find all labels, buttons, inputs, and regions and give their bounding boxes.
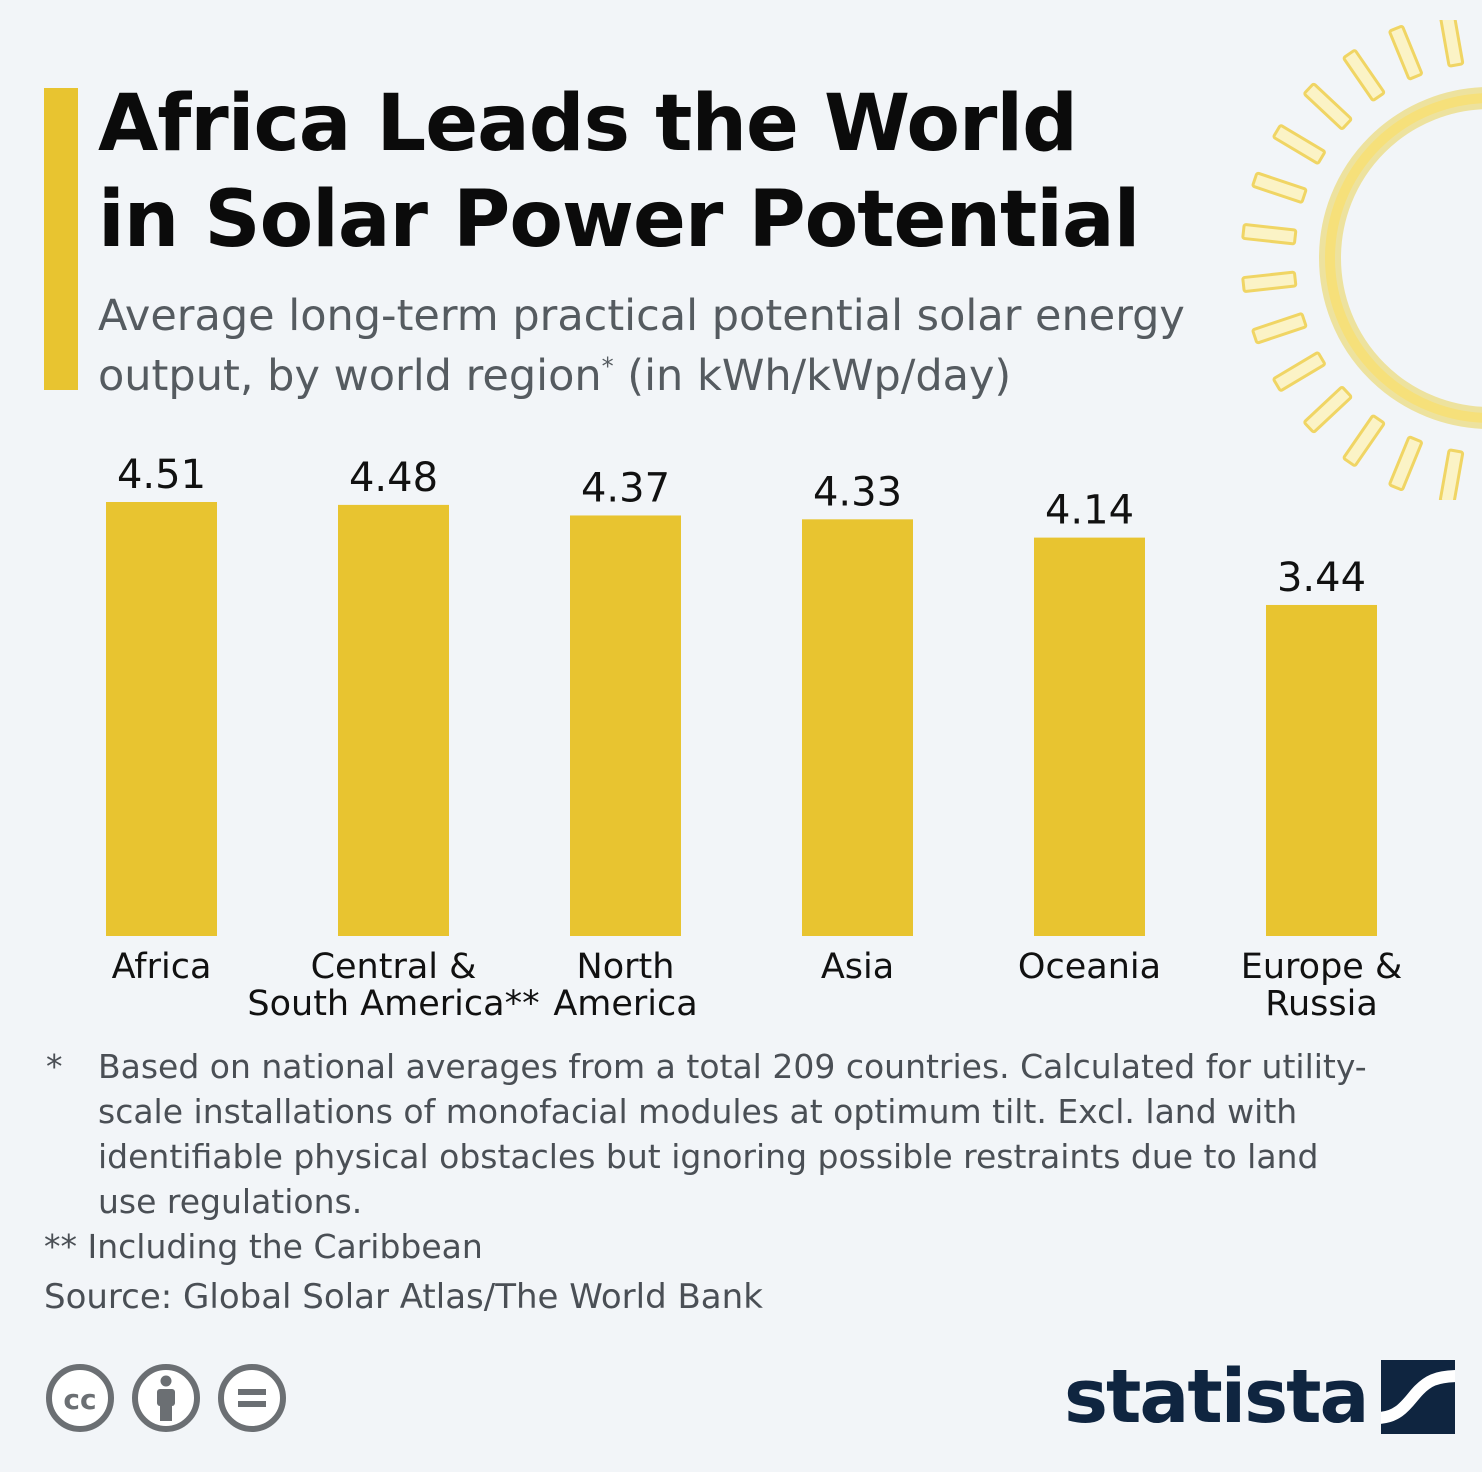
category-label-2-line-0: North	[577, 947, 675, 987]
statista-brand[interactable]: statista	[1064, 1352, 1456, 1442]
bar-1	[338, 504, 449, 936]
footnotes: * Based on national averages from a tota…	[44, 1044, 1424, 1269]
value-label-5: 3.44	[1277, 555, 1366, 601]
bar-4	[1034, 537, 1145, 936]
sun-ray	[1251, 312, 1308, 345]
sun-ray	[1438, 448, 1465, 500]
category-label-1-line-0: Central &	[311, 947, 477, 987]
license-icons: cc	[44, 1362, 288, 1434]
sun-ray	[1303, 82, 1353, 130]
subtitle-text: Average long-term practical potential so…	[98, 291, 1185, 401]
title-line-1: Africa Leads the World	[98, 79, 1078, 169]
footnote-1: * Based on national averages from a tota…	[44, 1044, 1368, 1224]
footnote-1-mark: *	[46, 1047, 63, 1086]
value-label-2: 4.37	[581, 465, 670, 511]
category-label-5-line-1: Russia	[1265, 984, 1378, 1024]
sun-ray	[1272, 351, 1326, 392]
sun-ray	[1251, 171, 1308, 204]
value-label-1: 4.48	[349, 455, 438, 501]
brand-name: statista	[1064, 1354, 1369, 1440]
title-line-2: in Solar Power Potential	[98, 175, 1140, 265]
source-note: Source: Global Solar Atlas/The World Ban…	[44, 1277, 763, 1317]
bar-5	[1266, 604, 1377, 936]
sun-ray	[1388, 24, 1423, 81]
bar-2	[570, 515, 681, 936]
no-derivatives-icon[interactable]	[216, 1362, 288, 1434]
creative-commons-icon[interactable]: cc	[44, 1362, 116, 1434]
sun-ray	[1438, 20, 1465, 68]
category-label-4: Oceania	[1018, 947, 1161, 987]
sun-ray	[1241, 270, 1298, 293]
bar-0	[106, 502, 217, 936]
category-label-0: Africa	[112, 947, 212, 987]
bar-3	[802, 519, 913, 936]
category-label-2-line-1: America	[553, 984, 697, 1024]
footnote-2: ** Including the Caribbean	[44, 1227, 483, 1266]
sun-icon	[1241, 20, 1482, 500]
sun-ray	[1342, 414, 1386, 467]
sun-ray	[1272, 124, 1326, 165]
statista-logo-icon	[1381, 1360, 1456, 1434]
category-label-5-line-0: Europe &	[1241, 947, 1403, 987]
sun-ray	[1241, 223, 1298, 246]
chart-subtitle: Average long-term practical potential so…	[98, 286, 1238, 406]
subtitle-unit: (in kWh/kWp/day)	[613, 351, 1012, 401]
value-label-0: 4.51	[117, 452, 206, 498]
sun-ray	[1388, 435, 1423, 492]
value-label-3: 4.33	[813, 469, 902, 515]
svg-text:cc: cc	[63, 1383, 96, 1416]
attribution-icon[interactable]	[130, 1362, 202, 1434]
category-label-1-line-1: South America**	[247, 984, 539, 1024]
sun-ray	[1303, 386, 1353, 434]
title-accent-bar	[44, 88, 78, 390]
category-label-3: Asia	[821, 947, 894, 987]
sun-ray	[1342, 49, 1386, 102]
bar-chart: 4.51 4.48 4.37 4.33 4.14 3.44 Africa Central &…	[106, 452, 1403, 1024]
value-label-4: 4.14	[1045, 488, 1134, 534]
chart-title: Africa Leads the World in Solar Power Po…	[98, 76, 1218, 268]
subtitle-footnote-mark: *	[601, 352, 614, 381]
footnote-1-text: Based on national averages from a total …	[98, 1047, 1367, 1221]
